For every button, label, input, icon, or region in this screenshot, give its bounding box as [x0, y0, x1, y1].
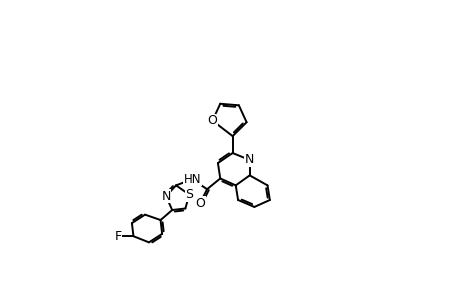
- Text: F: F: [114, 230, 121, 243]
- Text: HN: HN: [183, 173, 201, 186]
- Text: S: S: [185, 188, 193, 201]
- Text: N: N: [245, 154, 254, 166]
- Text: O: O: [207, 114, 217, 127]
- Text: N: N: [161, 190, 170, 203]
- Text: O: O: [195, 196, 205, 210]
